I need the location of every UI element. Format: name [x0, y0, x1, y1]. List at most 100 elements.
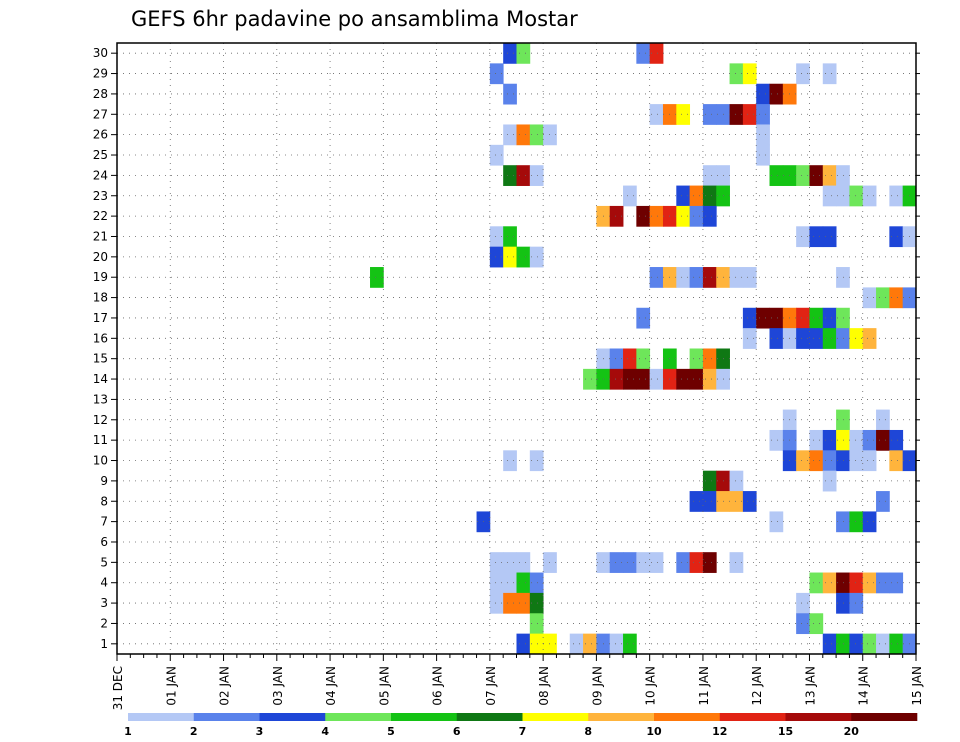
x-tick-label: 08 JAN: [537, 666, 551, 706]
heatmap-cell: [836, 633, 850, 655]
y-tick-label: 1: [100, 637, 108, 651]
x-tick-label: 10 JAN: [644, 666, 658, 706]
heatmap-cell: [889, 287, 904, 309]
heatmap-cell: [609, 633, 624, 655]
heatmap-cell: [503, 246, 517, 268]
heatmap-cell: [702, 185, 717, 207]
colorbar-swatch: [325, 713, 392, 721]
colorbar-label: 6: [453, 725, 461, 738]
heatmap-cell: [649, 552, 664, 573]
heatmap-cell: [849, 450, 864, 472]
heatmap-cell: [529, 572, 544, 594]
heatmap-cell: [729, 63, 744, 85]
heatmap-cell: [702, 368, 717, 390]
heatmap-cell: [676, 104, 691, 125]
colorbar-label: 2: [190, 725, 198, 738]
heatmap-cell: [702, 552, 717, 573]
heatmap-cell: [769, 511, 784, 533]
x-tick-label: 13 JAN: [803, 666, 817, 706]
x-tick-label: 05 JAN: [377, 666, 391, 706]
heatmap-cell: [623, 185, 637, 207]
heatmap-cell: [636, 43, 651, 64]
heatmap-cell: [889, 572, 904, 594]
colorbar-swatch: [785, 713, 852, 721]
heatmap-cell: [529, 450, 544, 472]
heatmap-cell: [649, 104, 664, 125]
heatmap-cell: [676, 205, 691, 227]
y-tick-label: 26: [93, 128, 108, 142]
heatmap-cell: [756, 307, 770, 329]
x-tick-label: 03 JAN: [271, 666, 285, 706]
x-tick-label: 09 JAN: [590, 666, 604, 706]
heatmap-cell: [516, 124, 531, 146]
heatmap-cell: [649, 368, 664, 390]
x-tick-label: 02 JAN: [218, 666, 232, 706]
heatmap-cell: [742, 104, 757, 125]
heatmap-cell: [623, 348, 637, 370]
y-tick-label: 21: [93, 229, 108, 243]
heatmap-cell: [862, 633, 877, 655]
heatmap-cell: [689, 368, 704, 390]
heatmap-cell: [769, 429, 784, 451]
heatmap-cell: [689, 348, 704, 370]
colorbar-label: 7: [519, 725, 527, 738]
heatmap-cell: [809, 450, 824, 472]
heatmap-cell: [702, 470, 717, 492]
heatmap-cell: [583, 633, 597, 655]
heatmap-cell: [889, 450, 904, 472]
heatmap-cell: [849, 185, 864, 207]
y-tick-label: 30: [93, 46, 108, 60]
heatmap-cells: [370, 43, 917, 655]
heatmap-cell: [676, 185, 691, 207]
heatmap-cell: [503, 552, 517, 573]
heatmap-cell: [822, 633, 837, 655]
heatmap-cell: [689, 185, 704, 207]
heatmap-cell: [529, 613, 544, 635]
heatmap-cell: [822, 572, 837, 594]
heatmap-cell: [822, 165, 837, 186]
heatmap-cell: [849, 328, 864, 349]
heatmap-cell: [822, 429, 837, 451]
heatmap-cell: [702, 267, 717, 288]
heatmap-cell: [742, 328, 757, 349]
heatmap-cell: [516, 246, 531, 268]
colorbar-swatch: [588, 713, 655, 721]
heatmap-cell: [702, 491, 717, 512]
heatmap-cell: [742, 491, 757, 512]
heatmap-cell: [809, 165, 824, 186]
heatmap-cell: [729, 470, 744, 492]
heatmap-cell: [489, 572, 504, 594]
y-tick-label: 12: [93, 413, 108, 427]
colorbar-label: 12: [712, 725, 727, 738]
x-tick-label: 11 JAN: [697, 666, 711, 706]
y-tick-label: 3: [100, 596, 108, 610]
heatmap-cell: [516, 592, 531, 614]
heatmap-cell: [516, 572, 531, 594]
x-tick-label: 04 JAN: [324, 666, 338, 706]
heatmap-cell: [583, 368, 597, 390]
x-tick-label: 31 DEC: [111, 666, 125, 710]
heatmap-cell: [689, 491, 704, 512]
heatmap-cell: [623, 633, 637, 655]
x-tick-label: 12 JAN: [750, 666, 764, 706]
y-tick-label: 20: [93, 250, 108, 264]
heatmap-cell: [876, 429, 890, 451]
colorbar-swatch: [719, 713, 786, 721]
y-tick-label: 2: [100, 616, 108, 630]
heatmap-cell: [889, 226, 904, 248]
colorbar: 1 2 3 4 5 6 7 8 10 12 15 20: [124, 713, 918, 738]
heatmap-cell: [503, 572, 517, 594]
y-tick-label: 23: [93, 189, 108, 203]
colorbar-swatch: [522, 713, 589, 721]
heatmap-cell: [822, 328, 837, 349]
heatmap-cell: [609, 205, 624, 227]
heatmap-cell: [516, 552, 531, 573]
heatmap-cell: [529, 124, 544, 146]
heatmap-cell: [889, 633, 904, 655]
heatmap-cell: [702, 104, 717, 125]
x-tick-label: 06 JAN: [431, 666, 445, 706]
colorbar-label: 20: [844, 725, 860, 738]
heatmap-cell: [529, 165, 544, 186]
heatmap-cell: [836, 450, 850, 472]
x-tick-label: 14 JAN: [857, 666, 871, 706]
